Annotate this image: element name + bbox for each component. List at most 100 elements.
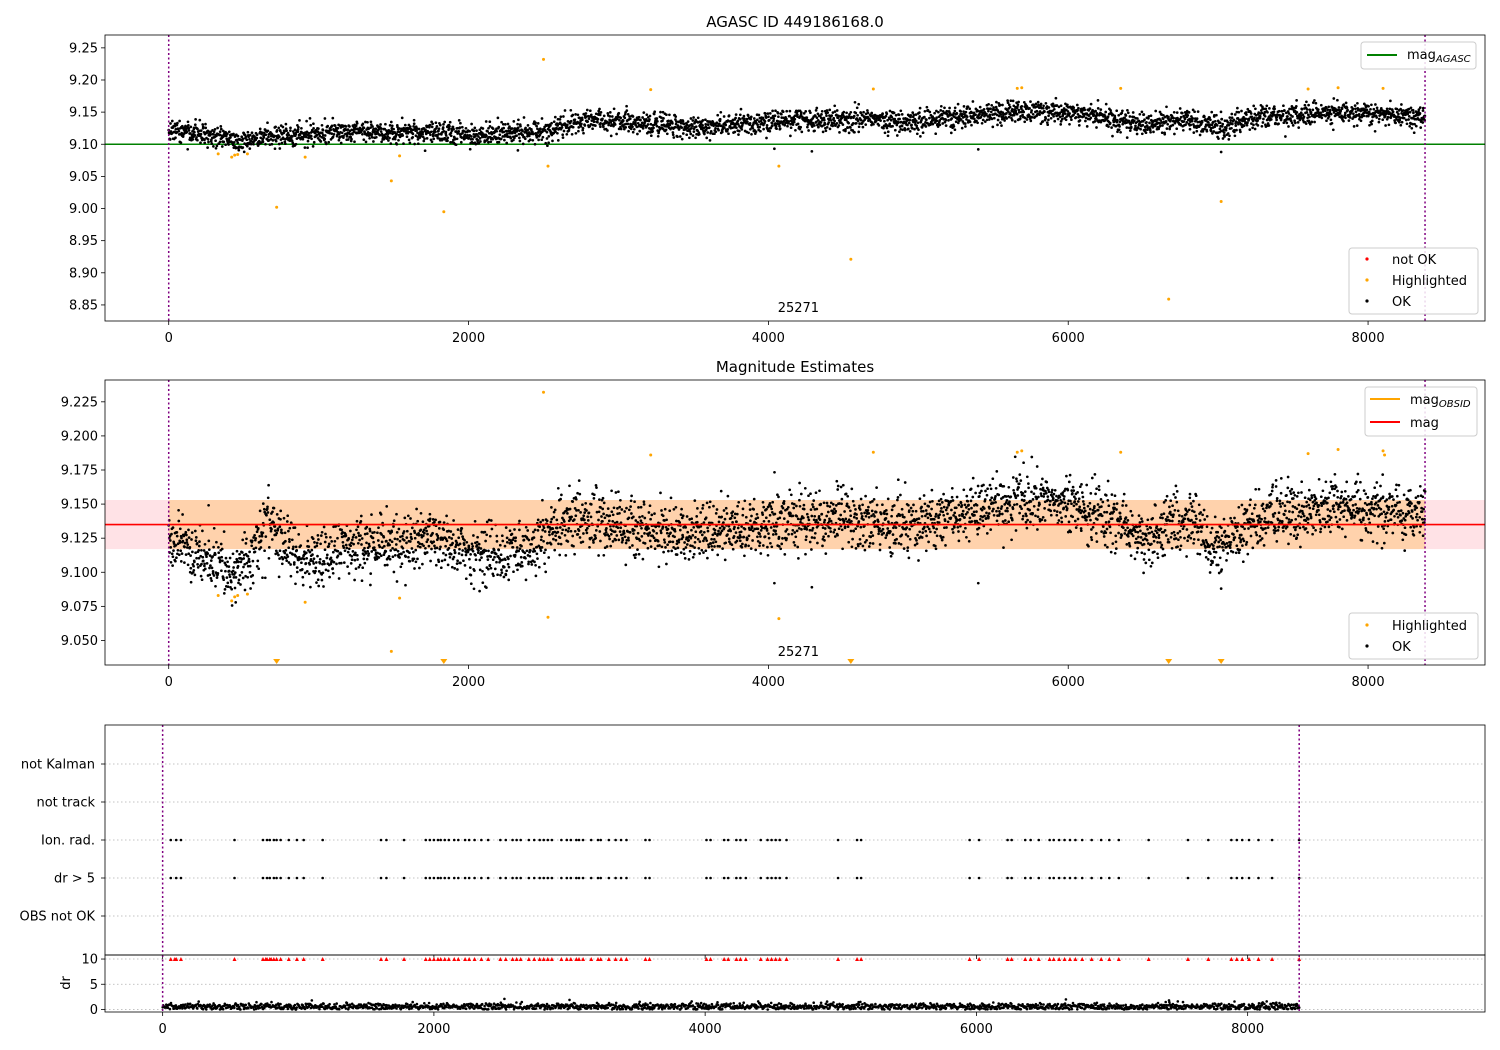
ok-point: [384, 550, 388, 553]
ok-point: [562, 115, 565, 118]
ok-point: [175, 556, 178, 560]
ok-point: [306, 139, 310, 143]
ok-point: [717, 128, 720, 132]
ok-point: [361, 566, 365, 570]
ok-point: [1154, 109, 1158, 113]
ok-point: [1305, 108, 1309, 111]
ok-point: [502, 575, 506, 579]
ok-point: [939, 104, 943, 108]
ok-point: [227, 569, 231, 573]
ok-point: [480, 556, 483, 559]
ok-point: [1307, 103, 1310, 107]
ok-point: [896, 121, 900, 125]
ok-point: [815, 116, 819, 120]
x-tick-label: 4000: [752, 331, 785, 346]
ok-point: [568, 484, 571, 488]
ok-point: [325, 553, 329, 557]
ok-point: [388, 124, 392, 127]
highlighted-point: [389, 179, 393, 183]
ok-point: [1141, 123, 1145, 127]
ok-point: [1281, 112, 1285, 116]
ok-point: [522, 116, 526, 119]
ok-point: [1411, 108, 1415, 112]
ok-point: [1421, 109, 1425, 112]
ok-point: [1013, 120, 1017, 123]
ok-point: [950, 117, 954, 120]
ok-point: [298, 132, 302, 136]
ok-point: [740, 128, 744, 131]
ok-point: [203, 138, 206, 142]
ok-point: [293, 526, 297, 529]
ok-point: [221, 129, 225, 133]
ok-point: [1252, 104, 1256, 108]
ok-point: [1046, 123, 1050, 127]
ok-point: [220, 569, 223, 573]
ok-point: [588, 124, 592, 128]
ok-point: [775, 127, 778, 131]
ok-point: [267, 556, 271, 560]
ok-point: [301, 137, 305, 141]
ok-point: [407, 555, 410, 559]
ok-point: [921, 131, 925, 135]
ok-point: [765, 136, 768, 140]
ok-point: [424, 546, 427, 550]
ok-point: [1144, 131, 1148, 135]
ok-point: [498, 133, 502, 137]
ok-point: [1221, 122, 1225, 126]
ok-point: [584, 112, 588, 115]
ok-point: [1140, 110, 1144, 114]
ok-point: [248, 564, 252, 568]
ok-point: [370, 550, 374, 553]
ok-point: [356, 541, 360, 545]
ok-point: [996, 118, 1000, 122]
ok-point: [248, 133, 252, 137]
ok-point: [846, 126, 850, 129]
ok-point: [189, 580, 193, 584]
ok-point: [968, 120, 972, 124]
ok-point: [516, 568, 519, 572]
ok-point: [404, 555, 408, 558]
ok-point: [574, 497, 578, 501]
ok-point: [234, 601, 238, 604]
ok-point: [541, 528, 545, 532]
ok-point: [727, 114, 731, 117]
ok-point: [299, 544, 303, 547]
ok-point: [483, 573, 486, 576]
ok-point: [308, 563, 312, 566]
ok-point: [210, 142, 214, 145]
ok-point: [502, 126, 506, 130]
ok-point: [602, 114, 606, 118]
ok-point: [1223, 135, 1226, 138]
ok-point: [351, 550, 355, 553]
ok-point: [191, 138, 195, 141]
ok-point: [705, 126, 709, 130]
ok-point: [376, 531, 379, 535]
ok-point: [410, 547, 414, 550]
ok-point: [861, 125, 865, 129]
ok-point: [261, 502, 265, 505]
ok-point: [412, 122, 416, 126]
ok-point: [247, 557, 251, 561]
ok-point: [458, 547, 461, 551]
ok-point: [445, 514, 448, 518]
ok-point: [989, 107, 992, 111]
ok-point: [541, 518, 545, 522]
ok-point: [561, 136, 565, 139]
ok-point: [743, 117, 746, 121]
ok-point: [579, 125, 583, 128]
ok-point: [206, 137, 210, 141]
ok-point: [1039, 102, 1043, 106]
ok-point: [325, 556, 329, 560]
ok-point: [459, 140, 463, 144]
ok-point: [320, 131, 324, 135]
ok-point: [201, 529, 204, 533]
ok-point: [562, 520, 566, 523]
ok-point: [493, 555, 496, 559]
ok-point: [456, 568, 459, 571]
ok-point: [964, 125, 967, 128]
ok-point: [1402, 116, 1406, 120]
ok-point: [486, 130, 489, 133]
ok-point: [1308, 115, 1311, 119]
ok-point: [452, 555, 456, 559]
ok-point: [1295, 99, 1298, 102]
